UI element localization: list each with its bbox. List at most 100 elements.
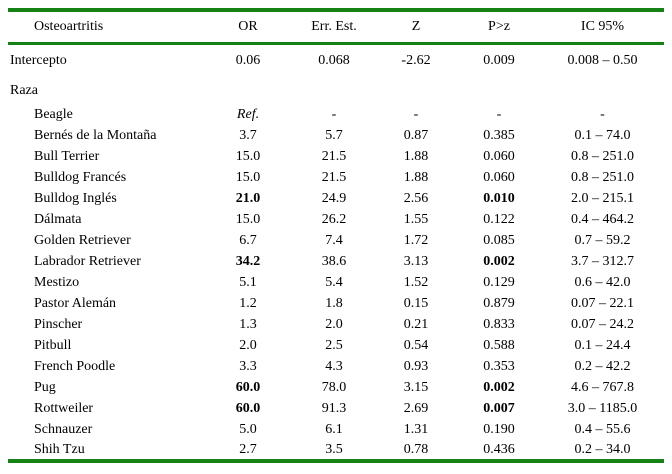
p-value: 0.833 — [483, 316, 515, 332]
or-value: 15.0 — [235, 211, 261, 227]
breed-name: Pitbull — [34, 337, 72, 353]
breed-name: Shih Tzu — [34, 441, 85, 457]
breed-name: Labrador Retriever — [34, 253, 141, 269]
table-row: Beagle Ref. - - - - — [8, 104, 664, 125]
err-est-value: 21.5 — [321, 148, 347, 164]
z-value: 3.15 — [403, 379, 429, 395]
z-value: 1.55 — [403, 211, 429, 227]
ic95-value: 0.07 – 22.1 — [571, 295, 634, 311]
or-value: 60.0 — [235, 379, 261, 395]
p-value: 0.085 — [483, 232, 515, 248]
p-value: 0.122 — [483, 211, 515, 227]
ic95-value: 0.6 – 42.0 — [574, 274, 631, 290]
intercept-err: 0.068 — [318, 53, 350, 69]
header-z: Z — [375, 10, 457, 45]
table-row: Bulldog Francés 15.0 21.5 1.88 0.060 0.8… — [8, 167, 664, 188]
header-ic95: IC 95% — [541, 10, 664, 45]
ic95-value: 0.4 – 464.2 — [571, 211, 634, 227]
ic95-value: 3.0 – 1185.0 — [567, 400, 638, 416]
or-value: Ref. — [236, 106, 260, 122]
z-value: 1.88 — [403, 148, 429, 164]
z-value: 0.15 — [403, 295, 429, 311]
or-value: 3.7 — [239, 127, 257, 143]
breed-name: Bulldog Inglés — [34, 190, 117, 206]
p-value: 0.060 — [483, 169, 515, 185]
intercept-ic: 0.008 – 0.50 — [567, 53, 638, 69]
ic95-value: 0.7 – 59.2 — [574, 232, 631, 248]
intercept-label: Intercepto — [10, 53, 67, 69]
z-value: 0.93 — [403, 358, 429, 374]
table-row: Mestizo 5.1 5.4 1.52 0.129 0.6 – 42.0 — [8, 272, 664, 293]
p-value: 0.588 — [483, 337, 515, 353]
table-row: Pitbull 2.0 2.5 0.54 0.588 0.1 – 24.4 — [8, 335, 664, 356]
ic95-value: 0.4 – 55.6 — [574, 421, 631, 437]
err-est-value: 24.9 — [321, 190, 347, 206]
breed-name: Beagle — [34, 106, 73, 122]
or-value: 15.0 — [235, 169, 261, 185]
ic95-value: - — [600, 106, 605, 122]
z-value: 1.88 — [403, 169, 429, 185]
p-value: 0.385 — [483, 127, 515, 143]
table-row: Bull Terrier 15.0 21.5 1.88 0.060 0.8 – … — [8, 146, 664, 167]
err-est-value: 2.5 — [325, 337, 343, 353]
table-row: Labrador Retriever 34.2 38.6 3.13 0.002 … — [8, 251, 664, 272]
err-est-value: 91.3 — [321, 400, 347, 416]
p-value: 0.879 — [483, 295, 515, 311]
table-row: French Poodle 3.3 4.3 0.93 0.353 0.2 – 4… — [8, 356, 664, 377]
or-value: 60.0 — [235, 400, 261, 416]
or-value: 5.0 — [239, 421, 257, 437]
header-p-value: P>z — [457, 10, 541, 45]
or-value: 6.7 — [239, 232, 257, 248]
p-value: - — [496, 106, 502, 122]
z-value: 1.31 — [403, 421, 429, 437]
or-value: 21.0 — [235, 190, 261, 206]
p-value: 0.060 — [483, 148, 515, 164]
table-row: Shih Tzu 2.7 3.5 0.78 0.436 0.2 – 34.0 — [8, 440, 664, 461]
osteoarthritis-regression-table: Osteoartritis OR Err. Est. Z P>z IC 95% … — [8, 8, 664, 463]
z-value: 0.78 — [403, 441, 429, 457]
header-or: OR — [203, 10, 293, 45]
z-value: 2.69 — [403, 400, 429, 416]
table-header: Osteoartritis OR Err. Est. Z P>z IC 95% — [8, 10, 664, 45]
breed-name: Bernés de la Montaña — [34, 127, 157, 143]
or-value: 34.2 — [235, 253, 261, 269]
breed-rows: Beagle Ref. - - - - Bernés de la Montaña… — [8, 104, 664, 461]
breed-name: Mestizo — [34, 274, 80, 290]
z-value: 1.72 — [403, 232, 429, 248]
z-value: 2.56 — [403, 190, 429, 206]
err-est-value: - — [331, 106, 337, 122]
breed-name: Pinscher — [34, 316, 83, 332]
intercept-or: 0.06 — [235, 53, 261, 69]
err-est-value: 26.2 — [321, 211, 347, 227]
ic95-value: 3.7 – 312.7 — [571, 253, 634, 269]
z-value: 0.54 — [403, 337, 429, 353]
table-row: Pug 60.0 78.0 3.15 0.002 4.6 – 767.8 — [8, 377, 664, 398]
z-value: 0.21 — [403, 316, 429, 332]
breed-name: Dálmata — [34, 211, 82, 227]
p-value: 0.002 — [483, 379, 515, 395]
ic95-value: 0.2 – 42.2 — [574, 358, 631, 374]
err-est-value: 3.5 — [325, 441, 343, 457]
err-est-value: 5.4 — [325, 274, 343, 290]
breed-name: Schnauzer — [34, 421, 93, 437]
z-value: 1.52 — [403, 274, 429, 290]
table-row: Bulldog Inglés 21.0 24.9 2.56 0.010 2.0 … — [8, 188, 664, 209]
p-value: 0.010 — [483, 190, 515, 206]
intercept-z: -2.62 — [401, 53, 431, 69]
breed-name: Pug — [34, 379, 56, 395]
table-row: Golden Retriever 6.7 7.4 1.72 0.085 0.7 … — [8, 230, 664, 251]
breed-name: Pastor Alemán — [34, 295, 117, 311]
breed-name: French Poodle — [34, 358, 116, 374]
group-row-raza: Raza — [8, 78, 664, 104]
p-value: 0.353 — [483, 358, 515, 374]
z-value: - — [413, 106, 419, 122]
table-row: Rottweiler 60.0 91.3 2.69 0.007 3.0 – 11… — [8, 398, 664, 419]
or-value: 5.1 — [239, 274, 257, 290]
err-est-value: 4.3 — [325, 358, 343, 374]
or-value: 2.0 — [239, 337, 257, 353]
group-label: Raza — [10, 83, 38, 98]
ic95-value: 0.2 – 34.0 — [574, 441, 631, 457]
table-row: Pinscher 1.3 2.0 0.21 0.833 0.07 – 24.2 — [8, 314, 664, 335]
table-row: Dálmata 15.0 26.2 1.55 0.122 0.4 – 464.2 — [8, 209, 664, 230]
breed-name: Bulldog Francés — [34, 169, 127, 185]
